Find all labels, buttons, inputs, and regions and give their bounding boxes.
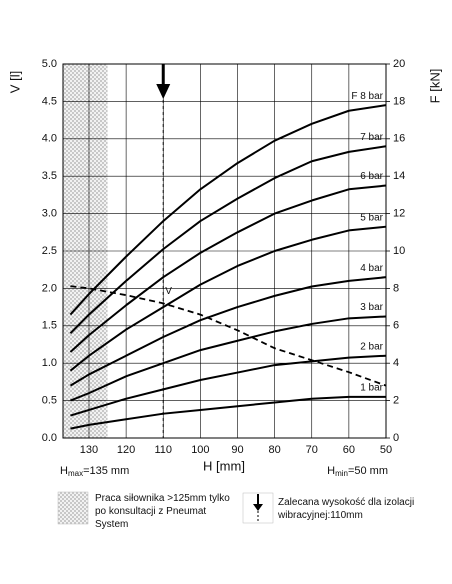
legend-arrow-head xyxy=(253,504,263,511)
legend-swatch-shaded xyxy=(57,491,89,525)
series-label: 4 bar xyxy=(360,263,383,274)
x-axis-title: H [mm] xyxy=(203,458,245,473)
plot-frame xyxy=(62,63,387,439)
y-tick-label: 3.0 xyxy=(42,208,57,220)
label-symbol: H xyxy=(60,465,68,477)
y2-tick-label: 6 xyxy=(393,320,399,332)
marker-arrow-head xyxy=(156,84,171,99)
hmin-label: Hmin=50 mm xyxy=(327,465,388,478)
label-symbol: H xyxy=(327,465,335,477)
y2-tick-label: 0 xyxy=(393,432,399,444)
y-tick-label: 4.0 xyxy=(42,133,57,145)
y-tick-label: 4.5 xyxy=(42,95,57,107)
series-label: 5 bar xyxy=(360,212,383,223)
series-line xyxy=(69,145,387,334)
y2-tick-label: 14 xyxy=(393,170,405,182)
legend-swatch-arrow xyxy=(242,492,274,524)
y2-tick-label: 4 xyxy=(393,357,399,369)
series-line xyxy=(69,104,387,316)
y-axis-title: V [l] xyxy=(7,71,22,93)
y-tick-label: 0.5 xyxy=(42,395,57,407)
series-label: 1 bar xyxy=(360,383,383,394)
label-text: =50 mm xyxy=(348,465,388,477)
y2-tick-label: 8 xyxy=(393,282,399,294)
y2-tick-label: 12 xyxy=(393,208,405,220)
x-tick-label: 110 xyxy=(154,444,172,456)
x-tick-label: 100 xyxy=(191,444,209,456)
x-tick-label: 90 xyxy=(231,444,243,456)
label-text: =135 mm xyxy=(83,465,129,477)
series-label: 2 bar xyxy=(360,341,383,352)
y-tick-label: 1.0 xyxy=(42,357,57,369)
series-line xyxy=(69,276,387,387)
y2-tick-label: 20 xyxy=(393,58,405,70)
series-label: F 8 bar xyxy=(351,91,383,102)
x-tick-label: 80 xyxy=(268,444,280,456)
x-tick-label: 60 xyxy=(343,444,355,456)
y2-tick-label: 10 xyxy=(393,245,405,257)
series-line xyxy=(70,354,387,417)
series-label: 7 bar xyxy=(360,132,383,143)
y2-tick-label: 18 xyxy=(393,95,405,107)
series-label: 6 bar xyxy=(360,171,383,182)
y-tick-label: 3.5 xyxy=(42,170,57,182)
series-label: V xyxy=(165,286,172,297)
label-subscript: max xyxy=(68,469,83,478)
x-tick-label: 130 xyxy=(80,444,98,456)
x-tick-label: 70 xyxy=(306,444,318,456)
x-tick-label: 50 xyxy=(380,444,392,456)
y-tick-label: 2.0 xyxy=(42,282,57,294)
series-line xyxy=(70,315,387,402)
label-subscript: min xyxy=(335,469,348,478)
y2-tick-label: 2 xyxy=(393,395,399,407)
x-tick-label: 120 xyxy=(117,444,135,456)
series-line xyxy=(69,225,387,372)
series-line xyxy=(69,184,387,353)
y-tick-label: 1.5 xyxy=(42,320,57,332)
legend-text: Praca siłownika >125mm tylko po konsulta… xyxy=(95,493,230,530)
series-line xyxy=(70,285,387,387)
legend-text: Zalecana wysokość dla izolacji wibracyjn… xyxy=(278,497,415,521)
series-line xyxy=(70,395,386,430)
y-tick-label: 2.5 xyxy=(42,245,57,257)
y-tick-label: 5.0 xyxy=(42,58,57,70)
hmax-label: Hmax=135 mm xyxy=(60,465,129,478)
y-tick-label: 0.0 xyxy=(42,432,57,444)
y2-tick-label: 16 xyxy=(393,133,405,145)
y2-axis-title: F [kN] xyxy=(427,69,442,104)
series-label: 3 bar xyxy=(360,302,383,313)
